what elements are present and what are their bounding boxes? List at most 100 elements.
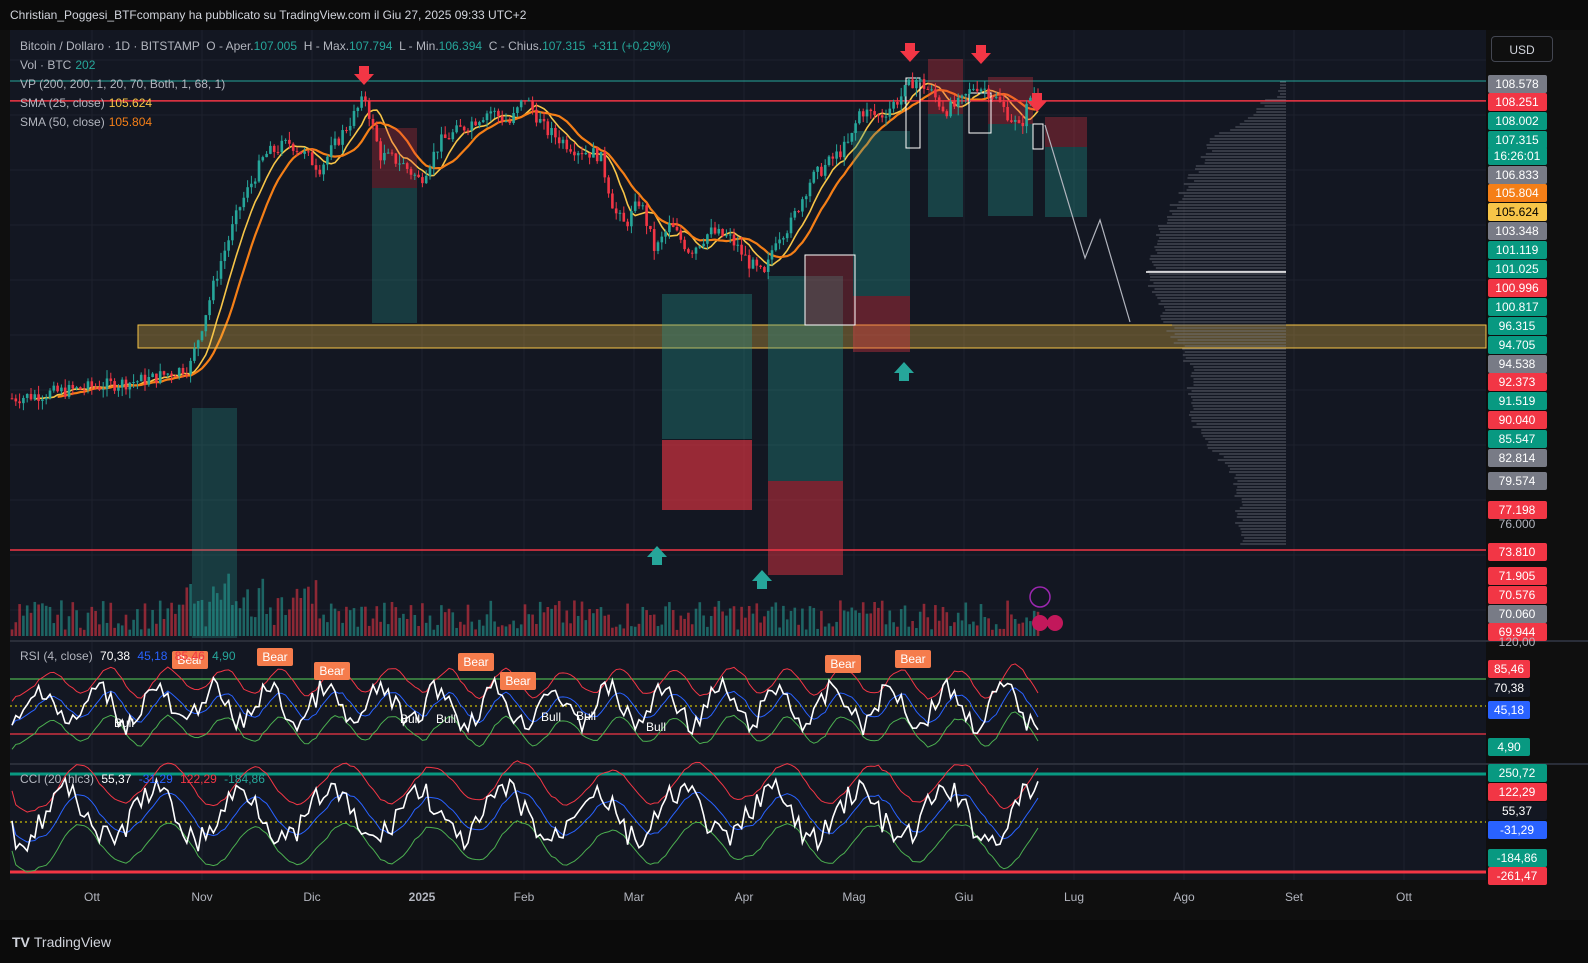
volume-bar <box>770 606 774 636</box>
volume-bar <box>801 608 804 636</box>
candle-body <box>303 151 306 154</box>
candle-body <box>341 130 344 145</box>
price-label-bg <box>1488 260 1547 278</box>
candle-body <box>356 107 360 112</box>
volume-bar <box>698 602 702 636</box>
volume-bar <box>687 612 690 636</box>
price-label-bg <box>1488 93 1547 111</box>
volume-bar <box>732 606 736 636</box>
volume-bar <box>386 624 390 636</box>
candle-body <box>785 233 789 239</box>
price-label-bg <box>1488 184 1547 202</box>
volume-bar <box>257 588 261 636</box>
candle-body <box>649 225 652 230</box>
sma50-legend[interactable]: SMA (50, close) 105.804 <box>20 115 153 129</box>
cci-label-bg <box>1488 783 1547 801</box>
candle-body <box>455 125 458 133</box>
volume-bar <box>120 625 124 636</box>
volume-bar <box>291 597 295 636</box>
volume-bar <box>417 625 420 636</box>
candle-body <box>915 79 918 89</box>
rsi-label-bg <box>1488 660 1530 678</box>
volume-legend[interactable]: Vol · BTC 202 <box>20 58 96 72</box>
position-box <box>662 294 752 439</box>
cci-legend[interactable]: CCI (20, hlc3) 55,37 -31,29 122,29 -184,… <box>20 772 265 786</box>
price-label-text: 90.040 <box>1499 413 1536 427</box>
chart-area[interactable]: Bear Bear Bear Bear Bear Bear Bear Bull Bull Bull… <box>0 0 1588 920</box>
price-label-bg <box>1488 586 1547 604</box>
volume-bar <box>364 606 367 636</box>
candle-body <box>82 389 86 391</box>
candle-body <box>740 244 743 255</box>
candle-body <box>527 100 531 102</box>
volume-bar <box>755 603 759 636</box>
candle-body <box>763 267 766 272</box>
volume-bar <box>33 601 37 636</box>
candle-body <box>941 106 945 112</box>
candle-body <box>242 197 246 208</box>
bear-badge <box>172 651 208 669</box>
volume-bar <box>261 578 265 636</box>
candle-body <box>90 381 94 388</box>
bear-badge <box>500 672 536 690</box>
candle-body <box>774 243 778 251</box>
volume-bar <box>269 607 272 636</box>
symbol-legend[interactable]: Bitcoin / Dollaro · 1D · BITSTAMP O - Ap… <box>20 39 671 53</box>
cci-label-bg <box>1488 821 1547 839</box>
candle-body <box>987 88 990 98</box>
rsi-legend[interactable]: RSI (4, close) 70,38 45,18 85,46 4,90 <box>20 649 236 663</box>
cci-value-label: -31,29 <box>1488 821 1547 839</box>
volume-bar <box>52 623 56 636</box>
price-label-text: 91.519 <box>1499 394 1536 408</box>
candle-body <box>975 88 979 92</box>
candle-body <box>398 163 401 165</box>
volume-bar <box>793 607 797 636</box>
volume-bar <box>592 613 595 636</box>
candle-body <box>440 134 443 152</box>
currency-button[interactable]: USD <box>1491 36 1553 62</box>
volume-bar <box>41 603 44 636</box>
candle-body <box>979 89 983 92</box>
bear-label: Bear <box>463 655 488 669</box>
rsi-label-text: 4,90 <box>1497 740 1521 754</box>
candle-body <box>371 118 375 125</box>
volume-bar <box>204 626 208 636</box>
volume-bar <box>348 610 352 636</box>
volume-bar <box>854 610 857 636</box>
candle-body <box>554 128 557 138</box>
price-label-bg <box>1488 501 1547 519</box>
volume-bar <box>956 612 960 636</box>
candle-body <box>949 101 952 117</box>
vp-legend[interactable]: VP (200, 200, 1, 20, 70, Both, 1, 68, 1) <box>20 77 226 91</box>
cci-upper-envelope <box>11 760 1039 813</box>
candle-body <box>717 228 721 234</box>
volume-bar <box>481 625 485 636</box>
highlight-box <box>1032 123 1044 150</box>
volume-bar <box>865 613 869 636</box>
volume-bar <box>493 621 496 636</box>
bear-label: Bear <box>830 657 855 671</box>
volume-bar <box>899 609 903 636</box>
candle-body <box>493 110 496 112</box>
bull-label: Bull <box>576 709 596 723</box>
price-label: 108.578 <box>1488 75 1547 93</box>
position-box <box>1045 117 1087 147</box>
candle-body <box>360 96 363 108</box>
candle-body <box>326 156 329 165</box>
volume-bar <box>86 612 90 636</box>
sma50-value: 105.804 <box>108 115 153 129</box>
volume-bar <box>538 601 542 636</box>
price-label-text: 70.060 <box>1499 607 1536 621</box>
volume-bar <box>937 620 941 636</box>
sma25-legend[interactable]: SMA (25, close) 105.624 <box>20 96 153 110</box>
volume-bar <box>535 623 538 636</box>
candle-body <box>892 101 895 109</box>
candle-body <box>166 373 170 375</box>
volume-bar <box>329 603 333 636</box>
volume-bar <box>846 611 850 636</box>
volume-bar <box>284 614 287 636</box>
highlight-box <box>968 92 992 134</box>
tradingview-logo[interactable]: TV TradingView <box>12 934 111 950</box>
price-label: 90.040 <box>1488 411 1547 429</box>
price-label-text: 79.574 <box>1499 474 1536 488</box>
